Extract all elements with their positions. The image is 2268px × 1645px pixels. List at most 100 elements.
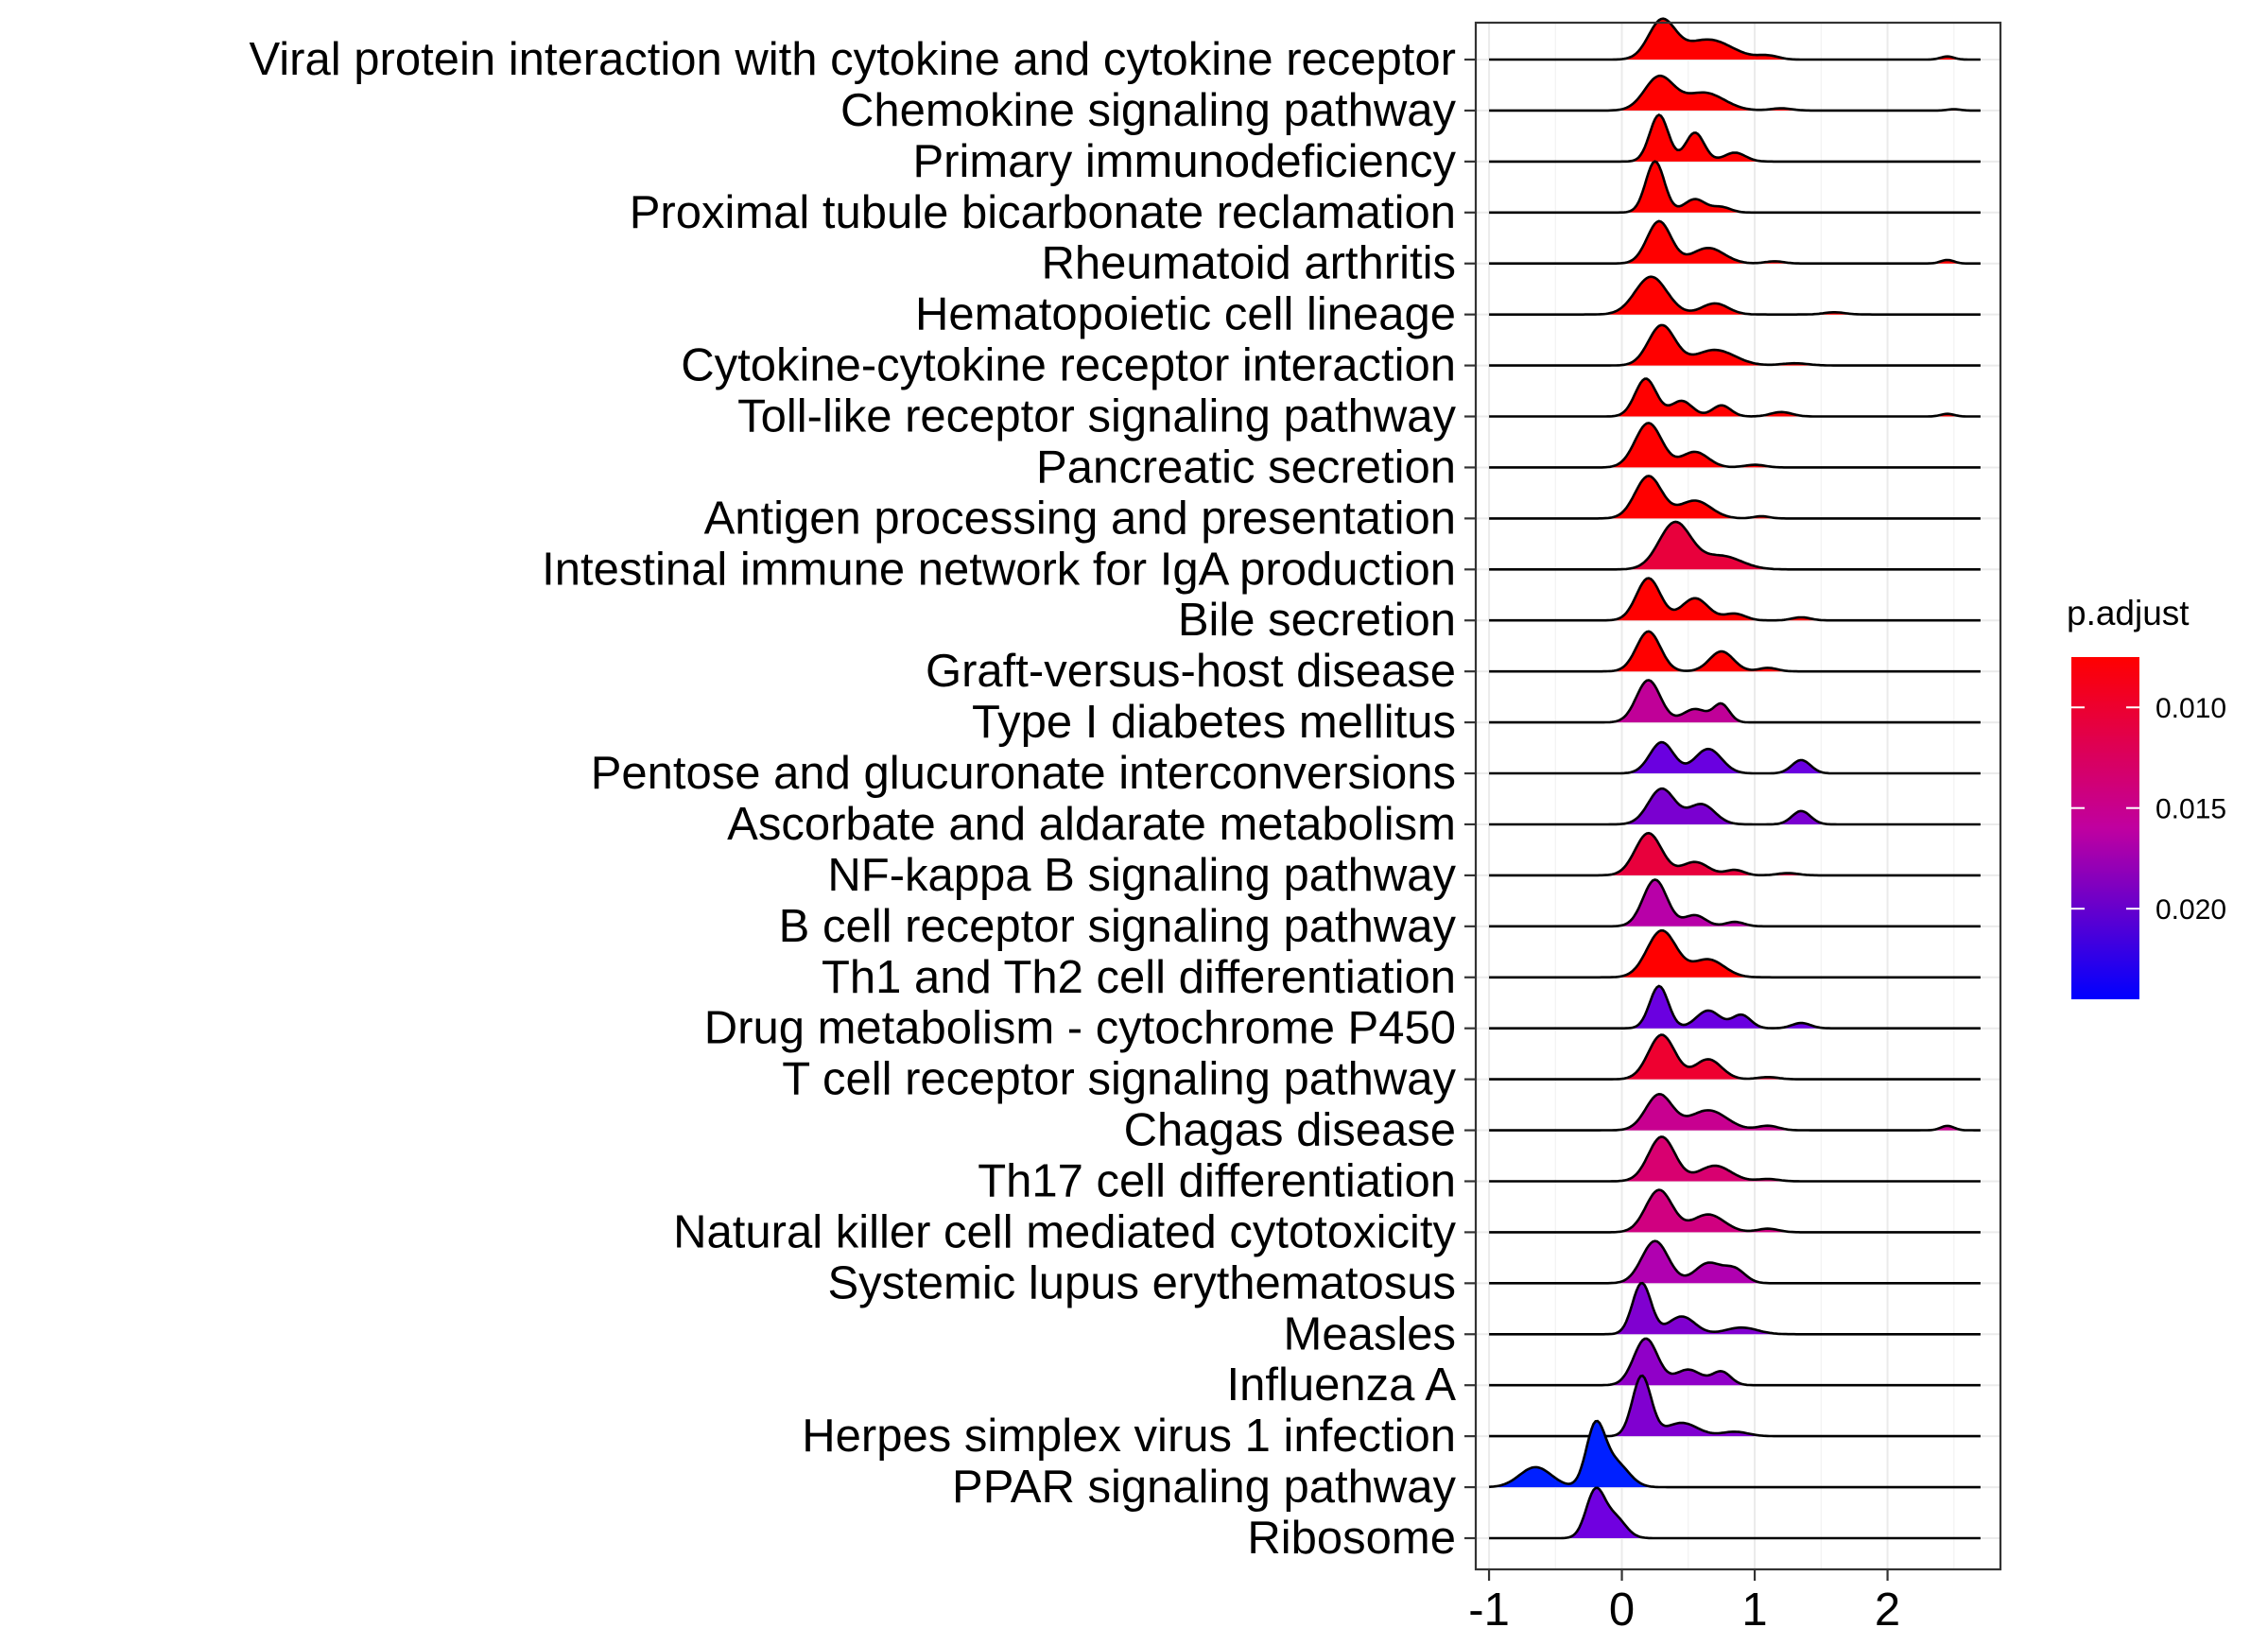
ridge-series xyxy=(1489,17,1981,61)
category-label: Ribosome xyxy=(1247,1513,1456,1564)
ridge-area xyxy=(1489,18,1981,60)
ridge-series xyxy=(1489,377,1981,418)
category-label: T cell receptor signaling pathway xyxy=(782,1054,1456,1105)
ridge-outline xyxy=(1489,740,1981,775)
ridge-series xyxy=(1489,113,1981,164)
category-label: Natural killer cell mediated cytotoxicit… xyxy=(673,1206,1456,1257)
ridge-series xyxy=(1489,1188,1981,1234)
category-label: Influenza A xyxy=(1227,1359,1457,1411)
ridge-series xyxy=(1489,1337,1981,1387)
legend-title: p.adjust xyxy=(2067,594,2190,632)
ridge-series xyxy=(1489,422,1981,469)
legend-tick-label: 0.015 xyxy=(2155,794,2226,825)
ridge-series xyxy=(1489,679,1981,724)
ridge-series xyxy=(1489,577,1981,622)
legend-colorbar xyxy=(2071,657,2139,999)
ridge-outline xyxy=(1489,679,1981,724)
category-label: Pentose and glucuronate interconversions xyxy=(591,748,1456,799)
ridge-outline xyxy=(1489,323,1981,367)
ridge-outline xyxy=(1489,1092,1981,1132)
ridge-series xyxy=(1489,1281,1981,1336)
ridge-outline xyxy=(1489,1281,1981,1336)
category-label: Toll-like receptor signaling pathway xyxy=(737,391,1456,442)
ridge-outline xyxy=(1489,878,1981,928)
color-legend: p.adjust 0.010 0.015 0.020 xyxy=(2067,594,2226,999)
ridge-outline xyxy=(1489,1486,1981,1540)
category-label: Measles xyxy=(1284,1308,1456,1359)
ridge-outline xyxy=(1489,787,1981,826)
ridge-area xyxy=(1489,1487,1981,1538)
ridge-outline xyxy=(1489,928,1981,979)
ridge-outline xyxy=(1489,113,1981,164)
ridge-outline xyxy=(1489,1033,1981,1081)
ridge-outline xyxy=(1489,630,1981,673)
ridge-series xyxy=(1489,1239,1981,1285)
ridge-area xyxy=(1489,1421,1981,1488)
ridge-series xyxy=(1489,630,1981,673)
ridge-outline xyxy=(1489,475,1981,520)
category-label: Intestinal immune network for IgA produc… xyxy=(542,544,1456,595)
panel-border xyxy=(1474,21,2002,1571)
ridge-outline xyxy=(1489,520,1981,571)
x-tick-label: 0 xyxy=(1609,1584,1635,1636)
ridge-outline xyxy=(1489,74,1981,113)
x-axis-ticks: -1 0 1 2 xyxy=(1468,1569,1900,1636)
ridge-series xyxy=(1489,984,1981,1030)
category-label: Graft-versus-host disease xyxy=(926,646,1456,697)
category-label: Type I diabetes mellitus xyxy=(972,697,1456,748)
ridge-series xyxy=(1489,740,1981,775)
ridge-series xyxy=(1489,878,1981,928)
category-label: NF-kappa B signaling pathway xyxy=(827,850,1456,901)
ridge-series xyxy=(1489,160,1981,215)
ridge-series xyxy=(1489,275,1981,316)
ridge-series xyxy=(1489,831,1981,877)
ridge-outline xyxy=(1489,160,1981,215)
ridge-series xyxy=(1489,1033,1981,1081)
ridge-outline xyxy=(1489,422,1981,469)
ridge-series xyxy=(1489,475,1981,520)
category-label: Rheumatoid arthritis xyxy=(1042,238,1456,289)
x-tick-label: -1 xyxy=(1468,1584,1510,1636)
legend-tick-label: 0.020 xyxy=(2155,894,2226,926)
category-label: Proximal tubule bicarbonate reclamation xyxy=(630,187,1456,238)
category-label: Cytokine-cytokine receptor interaction xyxy=(681,340,1456,391)
ridge-series xyxy=(1489,1135,1981,1183)
category-label: Viral protein interaction with cytokine … xyxy=(250,34,1457,85)
ridge-outline xyxy=(1489,577,1981,622)
category-label: B cell receptor signaling pathway xyxy=(779,901,1457,952)
category-label: Hematopoietic cell lineage xyxy=(915,289,1456,340)
legend-tick-label: 0.010 xyxy=(2155,693,2226,724)
ridge-series xyxy=(1489,74,1981,113)
ridge-series xyxy=(1489,928,1981,979)
ridge-area xyxy=(1489,631,1981,672)
category-label: Primary immunodeficiency xyxy=(912,136,1456,187)
category-label: PPAR signaling pathway xyxy=(952,1462,1456,1513)
category-labels: Viral protein interaction with cytokine … xyxy=(250,34,1476,1564)
ridge-series-group xyxy=(1488,17,1981,1540)
ridge-series xyxy=(1489,787,1981,826)
category-label: Systemic lupus erythematosus xyxy=(828,1257,1457,1308)
ridge-outline xyxy=(1489,1337,1981,1387)
category-label: Ascorbate and aldarate metabolism xyxy=(727,799,1456,850)
ridge-series xyxy=(1489,1486,1981,1540)
ridge-outline xyxy=(1489,1135,1981,1183)
category-label: Bile secretion xyxy=(1178,595,1456,646)
ridge-outline xyxy=(1488,1419,1981,1489)
ridge-outline xyxy=(1489,17,1981,61)
panel-background xyxy=(1476,23,2000,1569)
x-tick-label: 2 xyxy=(1875,1584,1900,1636)
ridge-outline xyxy=(1489,1188,1981,1234)
category-label: Chemokine signaling pathway xyxy=(840,85,1456,136)
ridge-outline xyxy=(1489,1239,1981,1285)
category-label: Chagas disease xyxy=(1124,1105,1456,1156)
ridge-outline xyxy=(1489,219,1981,265)
category-label: Pancreatic secretion xyxy=(1036,442,1456,493)
category-label: Th1 and Th2 cell differentiation xyxy=(822,952,1456,1003)
ridge-outline xyxy=(1489,1374,1981,1438)
ridge-series xyxy=(1489,219,1981,265)
ridge-outline xyxy=(1489,831,1981,877)
ridge-series xyxy=(1489,323,1981,367)
category-label: Th17 cell differentiation xyxy=(978,1155,1456,1206)
